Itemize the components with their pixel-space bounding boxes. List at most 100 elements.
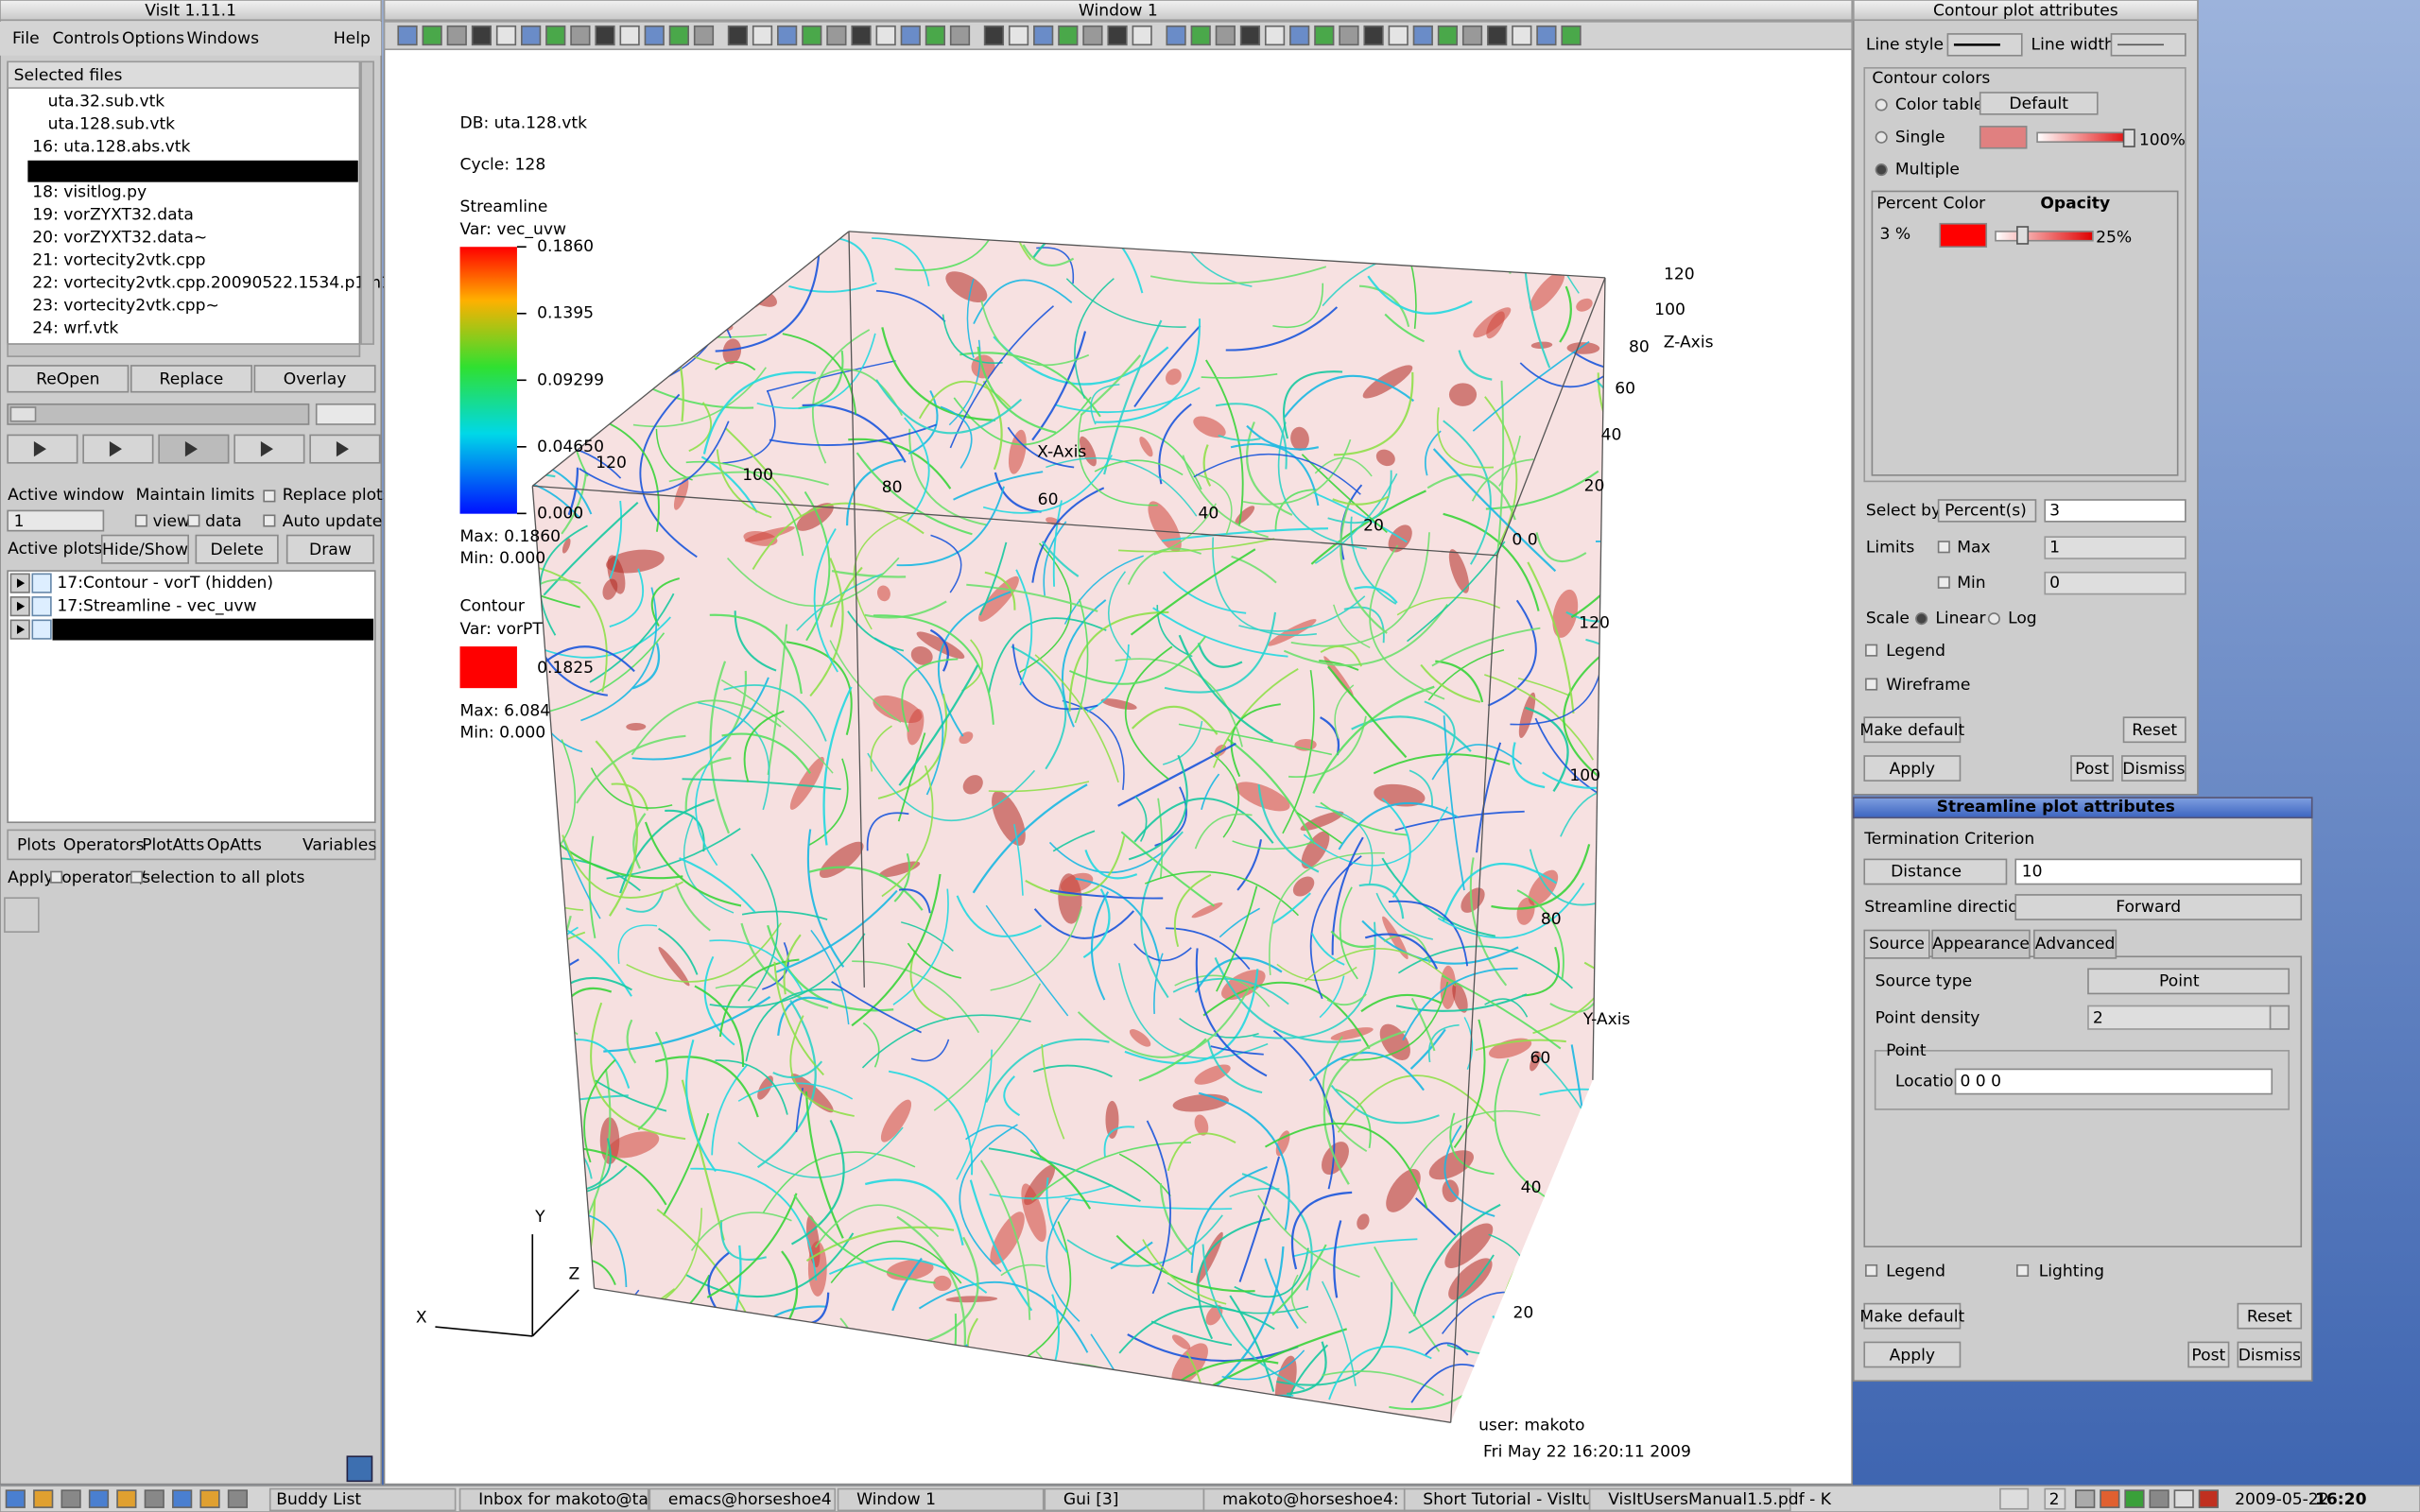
toolbar-button[interactable] [1536, 25, 1557, 46]
toolbar-button[interactable] [900, 25, 921, 46]
button[interactable] [2121, 755, 2187, 782]
checkbox[interactable] [1865, 678, 1878, 691]
checkbox[interactable] [263, 490, 276, 503]
toolbar-button[interactable] [802, 25, 822, 46]
button-label[interactable]: Reset [2247, 1307, 2292, 1326]
toolbar-button[interactable] [1215, 25, 1236, 46]
checkbox[interactable] [263, 514, 276, 527]
radio[interactable] [1875, 130, 1888, 144]
toolbar-button[interactable] [727, 25, 749, 46]
radio[interactable] [1987, 612, 2000, 626]
task-label[interactable]: Gui [3] [1063, 1490, 1119, 1509]
text-field[interactable] [2044, 571, 2187, 595]
toolbar-button[interactable] [851, 25, 872, 46]
toolbar-button[interactable] [1033, 25, 1054, 46]
launcher-icon[interactable] [116, 1489, 137, 1508]
toolbar-button[interactable] [1058, 25, 1079, 46]
file-item[interactable]: uta.32.sub.vtk [48, 93, 165, 112]
button-label[interactable]: Apply [1890, 760, 1935, 779]
launcher-icon[interactable] [5, 1489, 26, 1508]
radio[interactable] [1875, 98, 1888, 112]
file-item[interactable]: 16: uta.128.abs.vtk [32, 138, 190, 157]
toolbar-button[interactable] [1107, 25, 1128, 46]
checkbox[interactable] [134, 514, 147, 527]
task-button[interactable] [1588, 1487, 1791, 1512]
tab[interactable] [1931, 929, 2031, 959]
toolbar-button[interactable] [826, 25, 847, 46]
toolbar-button[interactable] [397, 25, 418, 46]
direction-dropdown[interactable] [2014, 894, 2303, 920]
toolbar-button[interactable] [446, 25, 467, 46]
task-label[interactable]: emacs@horseshoe4 [668, 1490, 832, 1509]
toolbar-button[interactable] [1512, 25, 1532, 46]
toolbar-button[interactable] [668, 25, 689, 46]
toolbar-button[interactable] [1239, 25, 1261, 46]
button-label[interactable]: Overlay [284, 370, 347, 389]
termination-dropdown[interactable] [1863, 858, 2008, 885]
button-label[interactable]: Replace [160, 370, 224, 389]
slider-handle[interactable] [9, 406, 37, 422]
toolbar-button[interactable] [1082, 25, 1103, 46]
button-label[interactable]: Reset [2132, 721, 2177, 740]
toolbar-button[interactable] [1412, 25, 1433, 46]
checkbox[interactable] [1937, 576, 1950, 589]
toolbar-button[interactable] [1264, 25, 1286, 46]
tray-icon[interactable] [2075, 1489, 2096, 1508]
tab[interactable] [1863, 929, 1930, 959]
button[interactable] [130, 365, 252, 393]
toolbar-button[interactable] [1166, 25, 1186, 46]
toolbar-button[interactable] [644, 25, 665, 46]
launcher-icon[interactable] [33, 1489, 54, 1508]
checkbox[interactable] [187, 514, 200, 527]
select-dropdown[interactable] [1937, 499, 2037, 523]
toolbar-button[interactable] [545, 25, 566, 46]
menu-item[interactable]: Options [122, 29, 184, 48]
opacity-slider[interactable] [2036, 131, 2135, 144]
button-label[interactable]: Default [2009, 94, 2068, 113]
spin-buttons[interactable] [2269, 1005, 2290, 1030]
button[interactable] [1979, 92, 2099, 115]
menu-item[interactable]: Controls [53, 29, 120, 48]
tab[interactable]: PlotAtts [142, 836, 204, 855]
task-button[interactable] [648, 1487, 837, 1512]
button-label[interactable]: Post [2191, 1346, 2225, 1365]
radio[interactable] [1875, 163, 1888, 177]
toolbar-button[interactable] [1314, 25, 1335, 46]
launcher-icon[interactable] [172, 1489, 193, 1508]
tab[interactable] [2033, 929, 2118, 959]
text-field[interactable] [1954, 1068, 2273, 1095]
source-type-dropdown[interactable] [2087, 968, 2290, 995]
launcher-icon[interactable] [144, 1489, 164, 1508]
launcher-icon[interactable] [227, 1489, 249, 1508]
toolbar-button[interactable] [949, 25, 971, 46]
launcher-icon[interactable] [60, 1489, 81, 1508]
button-label[interactable]: Dismiss [2238, 1346, 2301, 1365]
checkbox[interactable] [50, 870, 63, 884]
button[interactable] [7, 365, 130, 393]
button[interactable] [100, 534, 189, 564]
tab[interactable]: Plots [17, 836, 56, 855]
slider-handle[interactable] [2122, 129, 2135, 147]
toolbar-button[interactable] [595, 25, 615, 46]
button-label[interactable]: Make default [1859, 1307, 1964, 1326]
file-item[interactable]: 23: vortecity2vtk.cpp~ [32, 297, 219, 316]
tray-icon[interactable] [2100, 1489, 2120, 1508]
plot-item[interactable]: 17:Contour - vorT (hidden) [57, 574, 273, 593]
toolbar-button[interactable] [1363, 25, 1384, 46]
file-item[interactable]: 18: visitlog.py [32, 183, 147, 202]
button[interactable] [2122, 716, 2187, 744]
button[interactable] [2070, 755, 2114, 782]
opacity-slider[interactable] [1995, 231, 2094, 242]
checkbox[interactable] [1865, 1263, 1878, 1278]
toolbar-button[interactable] [1388, 25, 1409, 46]
tab[interactable]: Operators [63, 836, 145, 855]
toolbar-button[interactable] [1461, 25, 1483, 46]
tray-icon[interactable] [2149, 1489, 2169, 1508]
task-label[interactable]: VisItUsersManual1.5.pdf - K [1608, 1490, 1831, 1509]
plot-item[interactable]: 17:Contour - vorPT [57, 620, 210, 639]
button-label[interactable]: ReOpen [36, 370, 99, 389]
cycle-field[interactable] [315, 403, 376, 425]
tab-label[interactable]: Source [1869, 935, 1925, 954]
checkbox[interactable] [1865, 644, 1878, 657]
file-item[interactable]: 19: vorZYXT32.data [32, 206, 194, 225]
